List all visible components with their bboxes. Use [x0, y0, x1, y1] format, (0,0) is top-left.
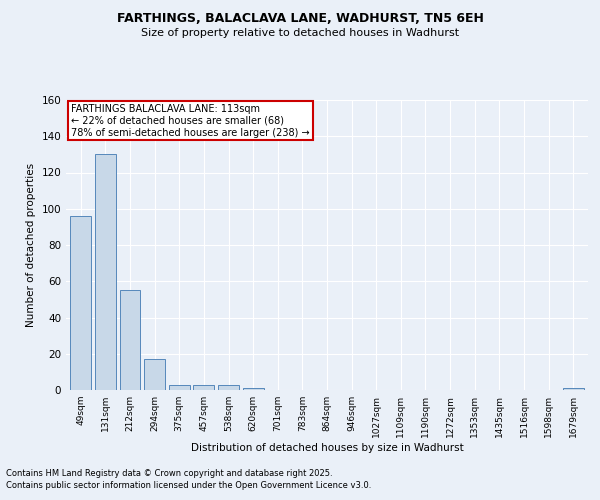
Bar: [144, 359, 165, 390]
Bar: [169, 384, 190, 390]
Text: FARTHINGS BALACLAVA LANE: 113sqm
← 22% of detached houses are smaller (68)
78% o: FARTHINGS BALACLAVA LANE: 113sqm ← 22% o…: [71, 104, 310, 138]
Bar: [119, 290, 140, 390]
X-axis label: Distribution of detached houses by size in Wadhurst: Distribution of detached houses by size …: [191, 442, 463, 452]
Text: FARTHINGS, BALACLAVA LANE, WADHURST, TN5 6EH: FARTHINGS, BALACLAVA LANE, WADHURST, TN5…: [116, 12, 484, 26]
Bar: [242, 388, 263, 390]
Text: Contains public sector information licensed under the Open Government Licence v3: Contains public sector information licen…: [6, 481, 371, 490]
Y-axis label: Number of detached properties: Number of detached properties: [26, 163, 36, 327]
Text: Size of property relative to detached houses in Wadhurst: Size of property relative to detached ho…: [141, 28, 459, 38]
Bar: [218, 384, 239, 390]
Bar: [70, 216, 91, 390]
Bar: [563, 388, 584, 390]
Bar: [95, 154, 116, 390]
Text: Contains HM Land Registry data © Crown copyright and database right 2025.: Contains HM Land Registry data © Crown c…: [6, 468, 332, 477]
Bar: [193, 384, 214, 390]
